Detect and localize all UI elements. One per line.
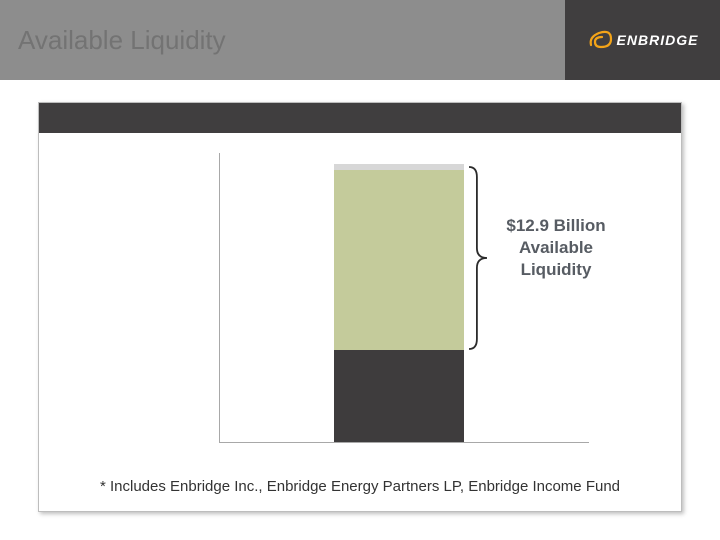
chart-area: $12.9 Billion Available Liquidity xyxy=(219,153,589,443)
bar-stack xyxy=(334,164,464,442)
content: $12.9 Billion Available Liquidity * Incl… xyxy=(0,80,720,512)
header-right: ENBRIDGE xyxy=(565,0,720,80)
x-axis xyxy=(219,442,589,443)
chart-panel: $12.9 Billion Available Liquidity * Incl… xyxy=(38,102,682,512)
header-left: Available Liquidity xyxy=(0,0,565,80)
annotation-line2: Available xyxy=(496,237,616,259)
footnote: * Includes Enbridge Inc., Enbridge Energ… xyxy=(39,478,681,495)
annotation-line1: $12.9 Billion xyxy=(496,215,616,237)
panel-top-bar xyxy=(39,103,681,133)
brand-text: ENBRIDGE xyxy=(617,32,699,48)
bar-segment-available xyxy=(334,170,464,350)
brand: ENBRIDGE xyxy=(587,29,699,51)
y-axis xyxy=(219,153,220,443)
bracket-icon xyxy=(467,165,489,351)
enbridge-swirl-icon xyxy=(587,29,613,51)
annotation-line3: Liquidity xyxy=(496,259,616,281)
liquidity-annotation: $12.9 Billion Available Liquidity xyxy=(496,215,616,281)
page-title: Available Liquidity xyxy=(18,25,226,56)
header: Available Liquidity ENBRIDGE xyxy=(0,0,720,80)
bar-segment-used xyxy=(334,350,464,442)
